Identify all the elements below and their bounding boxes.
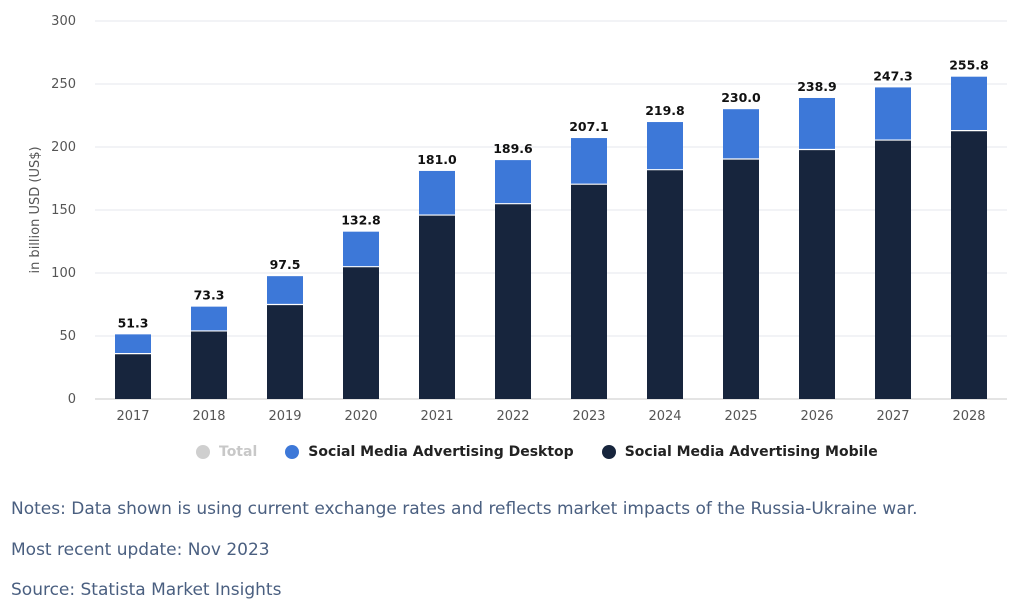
legend-label-desktop: Social Media Advertising Desktop xyxy=(308,444,574,460)
total-value-label: 97.5 xyxy=(270,257,301,272)
bar-mobile[interactable] xyxy=(343,266,379,399)
y-tick-label: 300 xyxy=(51,14,76,29)
total-value-label: 51.3 xyxy=(118,315,149,330)
x-tick-label: 2021 xyxy=(420,409,453,424)
legend-dot-desktop xyxy=(285,445,300,459)
total-value-label: 247.3 xyxy=(873,68,913,83)
x-tick-label: 2026 xyxy=(800,409,833,424)
bar-mobile[interactable] xyxy=(495,203,531,399)
bar-mobile[interactable] xyxy=(647,169,683,399)
bar-desktop[interactable] xyxy=(799,97,835,150)
update-date: Most recent update: Nov 2023 xyxy=(11,540,270,560)
bar-desktop[interactable] xyxy=(723,109,759,159)
bar-desktop[interactable] xyxy=(115,334,151,354)
x-tick-label: 2018 xyxy=(192,409,225,424)
y-tick-label: 150 xyxy=(51,203,76,218)
legend: Total Social Media Advertising Desktop S… xyxy=(196,444,906,460)
total-value-label: 73.3 xyxy=(194,288,225,303)
x-tick-label: 2019 xyxy=(268,409,301,424)
legend-item-desktop[interactable]: Social Media Advertising Desktop xyxy=(285,444,574,460)
bar-mobile[interactable] xyxy=(951,130,987,399)
x-tick-label: 2028 xyxy=(952,409,985,424)
bar-mobile[interactable] xyxy=(723,158,759,399)
legend-dot-total xyxy=(196,445,210,459)
total-value-label: 255.8 xyxy=(949,58,989,73)
bar-mobile[interactable] xyxy=(799,149,835,399)
x-tick-label: 2024 xyxy=(648,409,681,424)
legend-label-total: Total xyxy=(219,444,258,460)
bar-desktop[interactable] xyxy=(875,87,911,141)
y-tick-label: 0 xyxy=(68,392,76,407)
y-tick-label: 50 xyxy=(59,329,76,344)
total-value-label: 189.6 xyxy=(493,141,533,156)
bar-mobile[interactable] xyxy=(191,330,227,399)
bar-mobile[interactable] xyxy=(419,215,455,399)
x-tick-label: 2022 xyxy=(496,409,529,424)
total-value-label: 207.1 xyxy=(569,119,609,134)
x-tick-label: 2025 xyxy=(724,409,757,424)
y-axis-title: in billion USD (US$) xyxy=(28,146,43,273)
total-value-label: 181.0 xyxy=(417,152,457,167)
bar-desktop[interactable] xyxy=(647,122,683,170)
stacked-bar-chart: 0 50 100 150 200 250 300 51.3 2017 73.3 2018 97.5 2… xyxy=(28,14,1007,424)
bar-desktop[interactable] xyxy=(343,231,379,267)
total-value-label: 238.9 xyxy=(797,79,837,94)
bar-desktop[interactable] xyxy=(191,306,227,331)
total-value-label: 219.8 xyxy=(645,103,685,118)
bar-desktop[interactable] xyxy=(951,76,987,131)
x-tick-label: 2027 xyxy=(876,409,909,424)
gridlines: 0 50 100 150 200 250 300 xyxy=(51,14,1007,407)
legend-item-total[interactable]: Total xyxy=(196,444,257,460)
bar-mobile[interactable] xyxy=(875,140,911,399)
bar-mobile[interactable] xyxy=(267,304,303,400)
bar-desktop[interactable] xyxy=(571,138,607,185)
legend-item-mobile[interactable]: Social Media Advertising Mobile xyxy=(601,444,878,460)
legend-label-mobile: Social Media Advertising Mobile xyxy=(624,444,878,460)
legend-dot-mobile xyxy=(601,445,616,459)
y-tick-label: 200 xyxy=(51,140,76,155)
x-tick-label: 2023 xyxy=(572,409,605,424)
chart-notes: Notes: Data shown is using current excha… xyxy=(11,499,918,519)
bars xyxy=(115,76,987,400)
bar-mobile[interactable] xyxy=(571,184,607,399)
data-labels: 51.3 2017 73.3 2018 97.5 2019 132.8 2020 181.0 20… xyxy=(116,58,988,424)
y-tick-label: 250 xyxy=(51,77,76,92)
bar-desktop[interactable] xyxy=(419,170,455,216)
chart-source: Source: Statista Market Insights xyxy=(11,580,282,600)
y-tick-label: 100 xyxy=(51,266,76,281)
total-value-label: 230.0 xyxy=(721,90,761,105)
total-value-label: 132.8 xyxy=(341,213,381,228)
x-tick-label: 2020 xyxy=(344,409,377,424)
x-tick-label: 2017 xyxy=(116,409,149,424)
bar-desktop[interactable] xyxy=(495,160,531,204)
bar-mobile[interactable] xyxy=(115,353,151,399)
bar-desktop[interactable] xyxy=(267,276,303,305)
